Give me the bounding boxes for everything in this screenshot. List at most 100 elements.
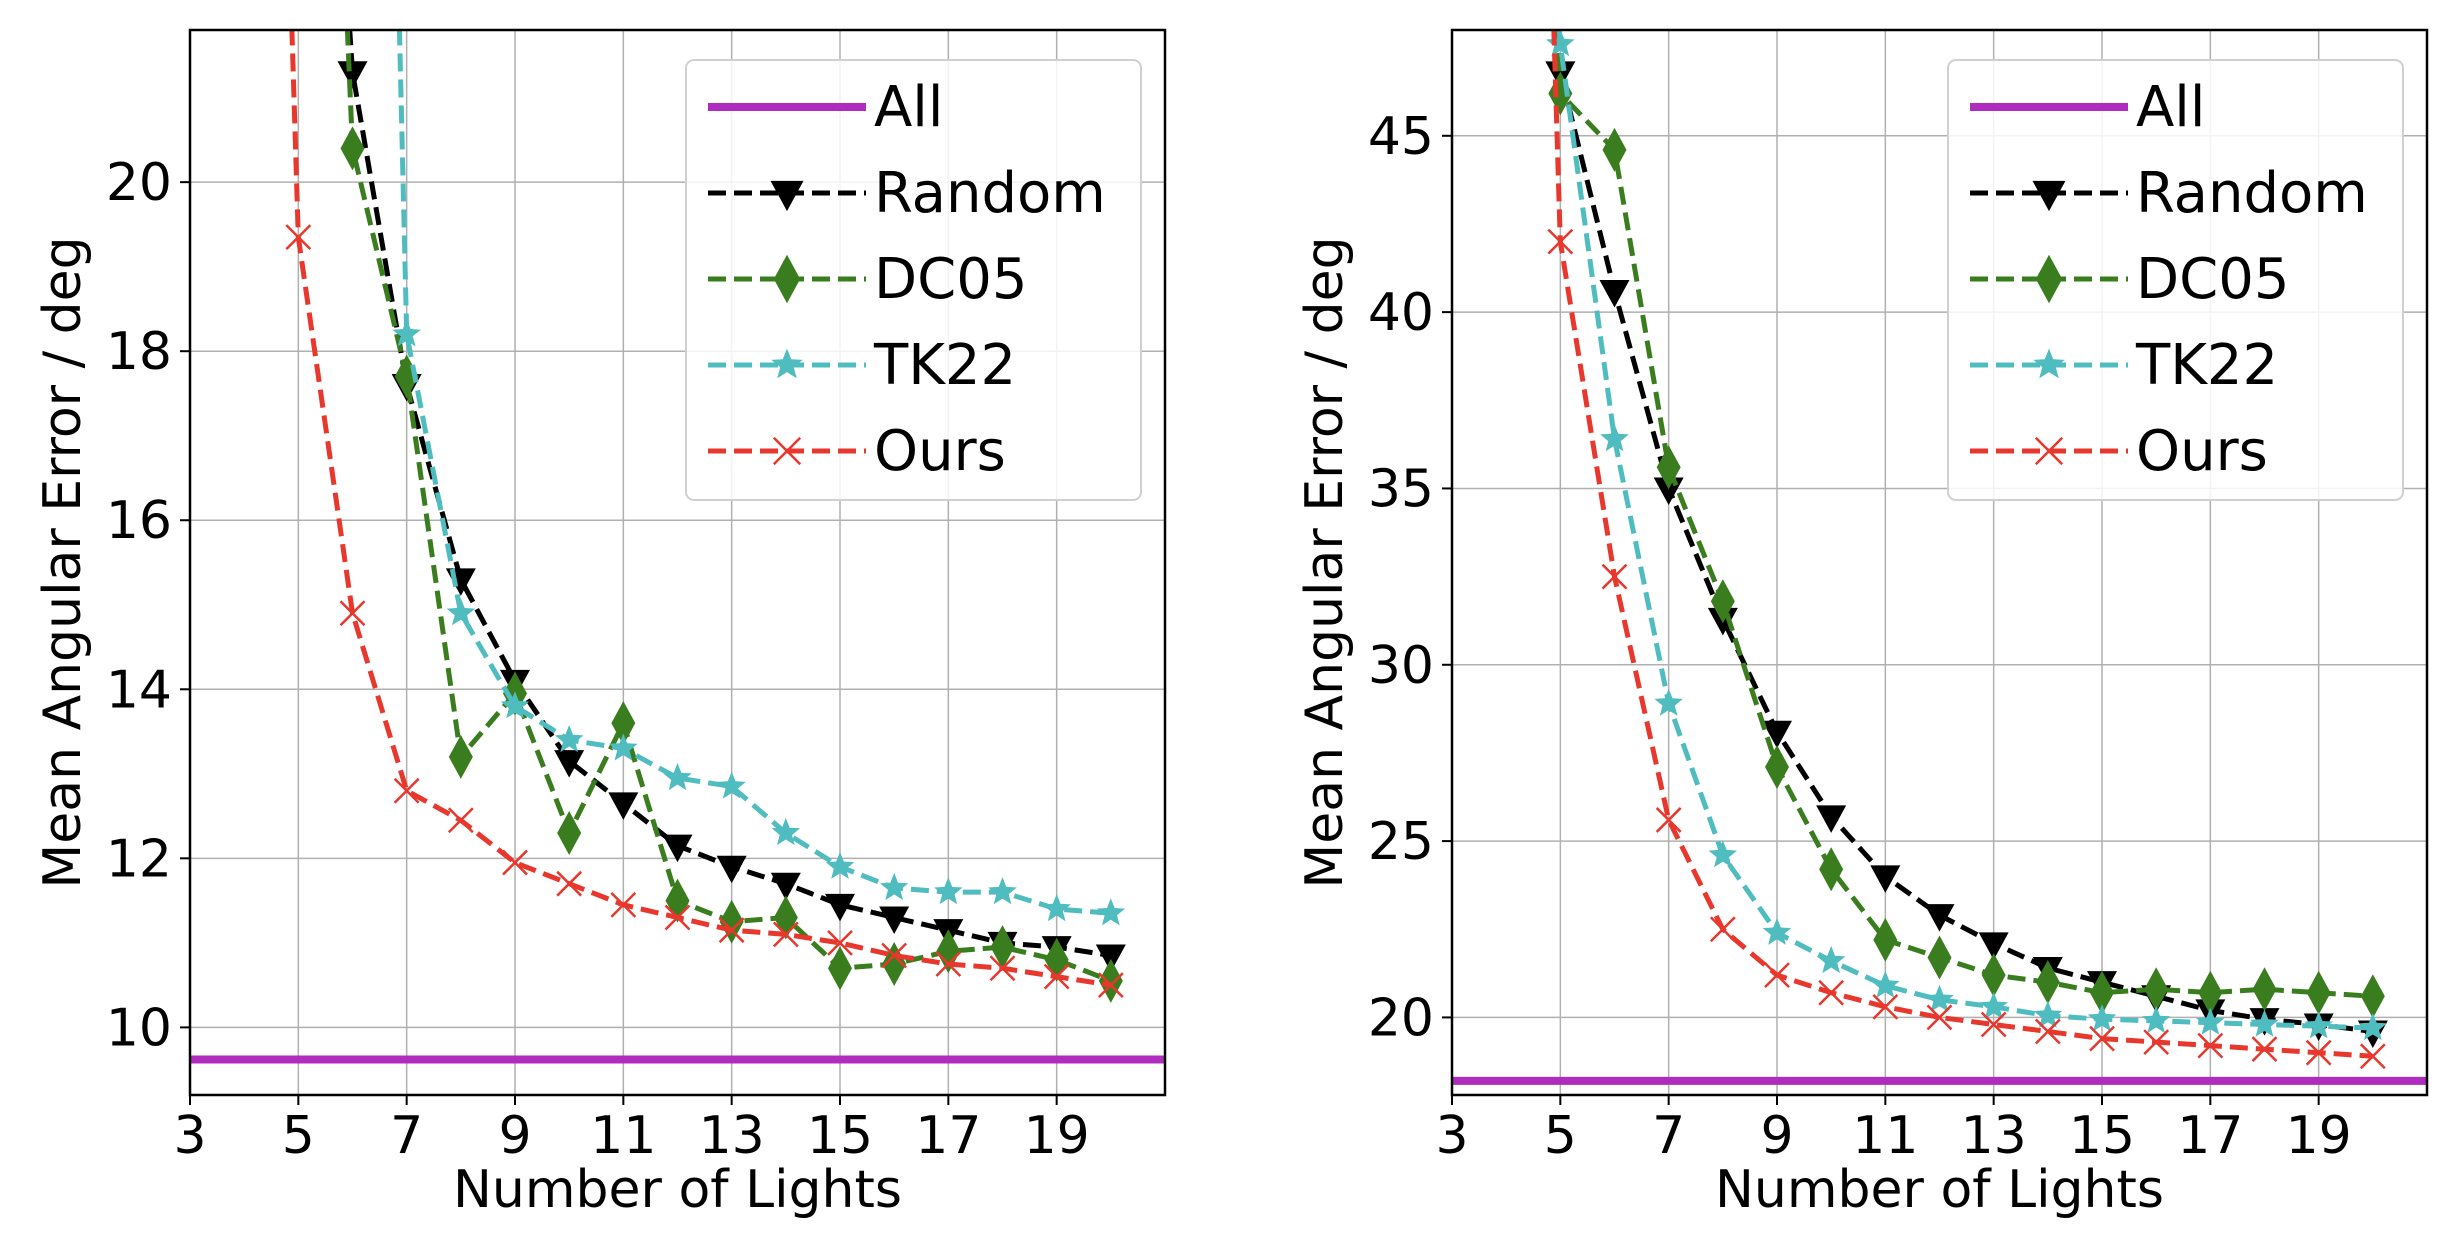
x-tick-label: 5 xyxy=(282,1106,315,1166)
y-tick-label: 12 xyxy=(106,829,172,889)
y-tick-label: 40 xyxy=(1368,283,1434,343)
y-tick-label: 16 xyxy=(106,491,172,551)
marker-diamond xyxy=(828,946,852,991)
series-random-point xyxy=(662,834,693,863)
series-ours-point xyxy=(393,777,420,804)
legend-tk22-marker xyxy=(2033,348,2065,379)
series-ours-point xyxy=(1043,963,1070,990)
marker-triangle xyxy=(716,855,747,884)
legend-tk22-label: TK22 xyxy=(873,333,1016,398)
series-tk22-point xyxy=(2033,1000,2063,1028)
tick-labels: 3 5 7 9 11 13 15 17 19 10 12 14 16 18 20 xyxy=(106,153,1090,1166)
marker-x xyxy=(447,807,474,834)
series-dc05-point xyxy=(1927,935,1952,980)
series-dc05-point xyxy=(1819,847,1844,892)
marker-triangle xyxy=(1924,904,1955,932)
x-tick-label: 19 xyxy=(1024,1106,1090,1166)
series-tk22-point xyxy=(2304,1011,2333,1039)
legend: All Random DC05 TK22 Ours xyxy=(1947,59,2404,501)
marker-star xyxy=(825,851,855,879)
x-tick-label: 7 xyxy=(390,1106,423,1166)
marker-triangle xyxy=(554,750,585,778)
series-tk22-point xyxy=(825,851,855,879)
data-layer xyxy=(190,30,1165,1064)
marker-star xyxy=(554,725,584,753)
series-dc05-point xyxy=(1873,917,1898,962)
marker-star xyxy=(2087,1004,2117,1032)
x-tick-label: 15 xyxy=(807,1106,873,1166)
y-tick-label: 20 xyxy=(1368,988,1434,1048)
legend-tk22-marker xyxy=(771,348,803,379)
marker-star xyxy=(2304,1011,2333,1039)
series-ours-point xyxy=(556,870,583,897)
series-tk22-point xyxy=(1925,984,1954,1012)
marker-triangle xyxy=(879,906,910,934)
series-tk22-line xyxy=(396,30,1111,916)
marker-diamond xyxy=(2144,967,2169,1012)
marker-star xyxy=(1042,894,1071,922)
legend-ours-label: Ours xyxy=(874,419,1006,484)
marker-x xyxy=(502,849,528,876)
marker-star xyxy=(609,733,638,761)
series-ours-point xyxy=(989,955,1016,982)
x-tick-label: 9 xyxy=(498,1106,531,1166)
marker-diamond xyxy=(557,810,582,855)
marker-x xyxy=(1980,1011,2007,1038)
series-dc05-point xyxy=(1710,579,1735,624)
series-dc05-point xyxy=(448,734,473,779)
legend-ours-marker xyxy=(2034,436,2064,466)
marker-diamond xyxy=(2252,967,2277,1012)
marker-star xyxy=(1654,688,1683,716)
marker-x xyxy=(2034,436,2064,466)
marker-triangle xyxy=(1762,720,1792,749)
marker-x xyxy=(881,942,908,969)
y-tick-label: 35 xyxy=(1368,459,1434,519)
marker-diamond xyxy=(1656,445,1681,490)
marker-diamond xyxy=(990,925,1015,970)
marker-triangle xyxy=(2032,180,2066,212)
series-tk22-point xyxy=(500,691,530,719)
series-ours-point xyxy=(2034,1018,2061,1045)
legend-ours-label: Ours xyxy=(2136,419,2268,484)
marker-star xyxy=(1546,30,1575,57)
marker-diamond xyxy=(2306,970,2331,1015)
series-dc05-point xyxy=(1981,953,2006,998)
marker-diamond xyxy=(1710,579,1735,624)
y-tick-label: 18 xyxy=(106,322,172,382)
marker-triangle xyxy=(337,61,368,89)
marker-star xyxy=(1096,898,1126,926)
legend-dc05-label: DC05 xyxy=(2136,247,2289,312)
series-tk22-point xyxy=(392,319,421,347)
marker-x xyxy=(772,921,799,948)
marker-star xyxy=(2196,1007,2225,1035)
marker-diamond xyxy=(2360,974,2385,1019)
series-random-point xyxy=(1924,904,1955,932)
series-tk22-point xyxy=(2087,1004,2117,1032)
series-tk22-line xyxy=(1556,30,2373,1031)
marker-triangle xyxy=(1095,944,1126,973)
series-random-point xyxy=(337,61,368,89)
series-random-point xyxy=(770,872,801,901)
marker-x xyxy=(718,917,745,944)
series-tk22-point xyxy=(446,598,476,626)
marker-diamond xyxy=(2035,960,2060,1005)
marker-x xyxy=(989,955,1016,982)
marker-star xyxy=(392,319,421,347)
marker-diamond xyxy=(448,734,473,779)
marker-star xyxy=(663,763,692,791)
marker-triangle xyxy=(1599,279,1630,308)
series-dc05-point xyxy=(557,810,582,855)
y-tick-label: 14 xyxy=(106,660,172,720)
legend: All Random DC05 TK22 Ours xyxy=(685,59,1142,501)
marker-star xyxy=(500,691,530,719)
marker-star xyxy=(2033,348,2065,379)
marker-star xyxy=(771,818,801,846)
marker-star xyxy=(1925,984,1954,1012)
marker-x xyxy=(1601,563,1628,590)
legend-box xyxy=(685,59,1142,501)
series-tk22-point xyxy=(1979,991,2008,1019)
left-panel: 3 5 7 9 11 13 15 17 19 10 12 14 16 18 20 Number of Ligh… xyxy=(33,28,1167,1220)
marker-x xyxy=(1709,916,1736,943)
series-ours-point xyxy=(1655,807,1682,833)
